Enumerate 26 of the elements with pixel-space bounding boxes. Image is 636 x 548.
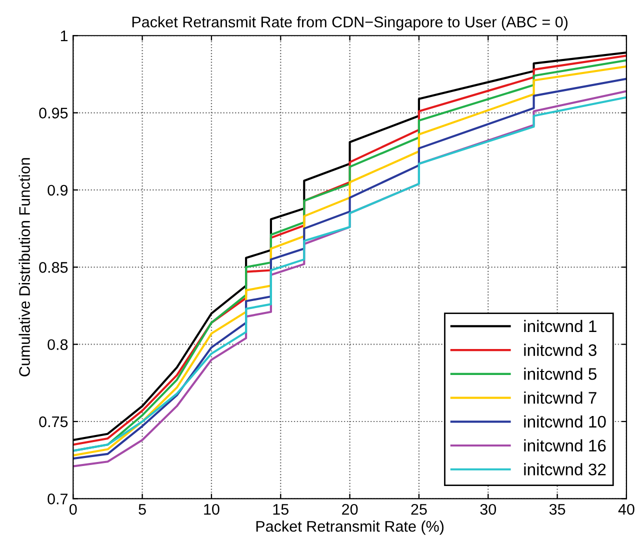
legend-label: initcwnd 1 [524,320,596,332]
x-axis-title: Packet Retransmit Rate (%) [256,520,444,535]
y-tick-label: 0.95 [39,108,68,118]
y-tick-label: 0.8 [48,339,68,350]
y-tick-label: 0.85 [39,262,68,273]
x-tick-label: 30 [480,504,496,515]
legend-label: initcwnd 7 [524,392,596,404]
x-tick-label: 20 [342,504,358,515]
legend-label: initcwnd 3 [524,344,596,356]
x-tick-label: 0 [69,504,77,515]
legend-label: initcwnd 10 [524,415,606,428]
chart-title: Packet Retransmit Rate from CDN−Singapore to User (ABC = 0) [132,16,568,30]
x-tick-label: 35 [549,504,566,515]
x-tick-label: 25 [411,504,427,515]
x-tick-label: 10 [204,504,220,515]
legend-label: initcwnd 5 [524,368,596,380]
y-tick-label: 1 [60,30,68,42]
y-tick-label: 0.9 [48,184,68,196]
y-tick-label: 0.7 [48,494,68,504]
legend-label: initcwnd 16 [524,439,606,452]
legend-label: initcwnd 32 [524,463,606,476]
x-tick-label: 5 [138,504,146,515]
x-tick-label: 15 [273,504,288,515]
x-tick-label: 40 [618,504,634,515]
y-axis-title: Cumulative Distribution Function [18,158,30,376]
y-tick-label: 0.75 [39,416,68,428]
